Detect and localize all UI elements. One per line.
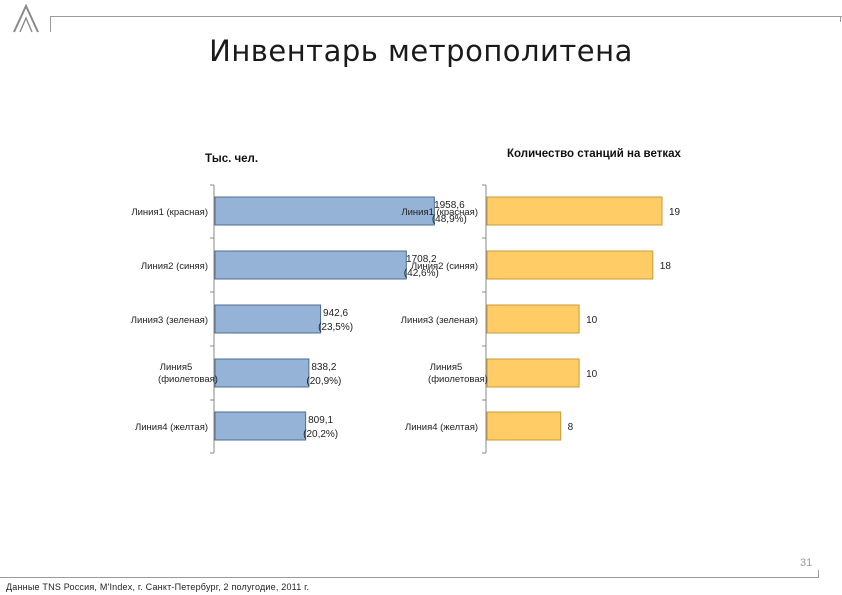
- left-data-label-percent: (42,6%): [404, 268, 439, 279]
- right-category-label: Линия5: [430, 362, 463, 373]
- header-rule-tick-left: [50, 16, 51, 32]
- footer-rule-tick: [818, 570, 819, 578]
- triangle-a-logo-icon: [13, 4, 39, 33]
- right-data-label: 19: [669, 207, 681, 218]
- page-title: Инвентарь метрополитена: [209, 34, 633, 68]
- right-chart-title: Количество станций на ветках: [507, 148, 681, 160]
- left-data-label-percent: (20,2%): [303, 429, 338, 440]
- right-category-label: (фиолетовая): [428, 374, 488, 385]
- left-bar: [214, 358, 310, 388]
- left-data-label-percent: (48,9%): [432, 214, 467, 225]
- left-data-label-percent: (23,5%): [318, 322, 353, 333]
- left-category-label: Линия3 (зеленая): [131, 315, 208, 326]
- header-rule: [50, 16, 842, 17]
- left-bar: [214, 250, 407, 280]
- left-data-label-percent: (20,9%): [306, 376, 341, 387]
- page-number: 31: [800, 557, 813, 569]
- left-data-label: 1958,6: [434, 200, 465, 211]
- right-category-label: Линия2 (синяя): [411, 261, 478, 272]
- right-data-label: 18: [660, 261, 672, 272]
- right-data-label: 10: [586, 369, 598, 380]
- right-data-label: 10: [586, 315, 598, 326]
- right-bar: [486, 411, 562, 441]
- left-category-label: Линия1 (красная): [131, 207, 208, 218]
- left-data-label: 838,2: [311, 362, 336, 373]
- footer-rule: [0, 577, 818, 578]
- right-bar: [486, 196, 663, 226]
- left-data-label: 942,6: [323, 308, 348, 319]
- right-category-label: Линия4 (желтая): [405, 422, 478, 433]
- left-category-label: Линия5: [160, 362, 193, 373]
- right-bar: [486, 304, 580, 334]
- left-category-label: Линия2 (синяя): [141, 261, 208, 272]
- left-chart-title: Тыс. чел.: [205, 153, 259, 165]
- right-data-label: 8: [568, 422, 574, 433]
- right-bar: [486, 250, 654, 280]
- left-data-label: 809,1: [308, 415, 333, 426]
- left-data-label: 1708,2: [406, 254, 437, 265]
- right-category-label: Линия3 (зеленая): [401, 315, 478, 326]
- left-bar: [214, 196, 435, 226]
- right-category-label: Линия1 (красная): [401, 207, 478, 218]
- right-bar: [486, 358, 580, 388]
- left-category-label: Линия4 (желтая): [135, 422, 208, 433]
- header-rule-tick-right: [840, 16, 841, 22]
- left-category-label: (фиолетовая): [158, 374, 218, 385]
- footer-source: Данные TNS Россия, M'Index, г. Санкт-Пет…: [6, 582, 310, 592]
- left-bar: [214, 304, 322, 334]
- left-bar: [214, 411, 307, 441]
